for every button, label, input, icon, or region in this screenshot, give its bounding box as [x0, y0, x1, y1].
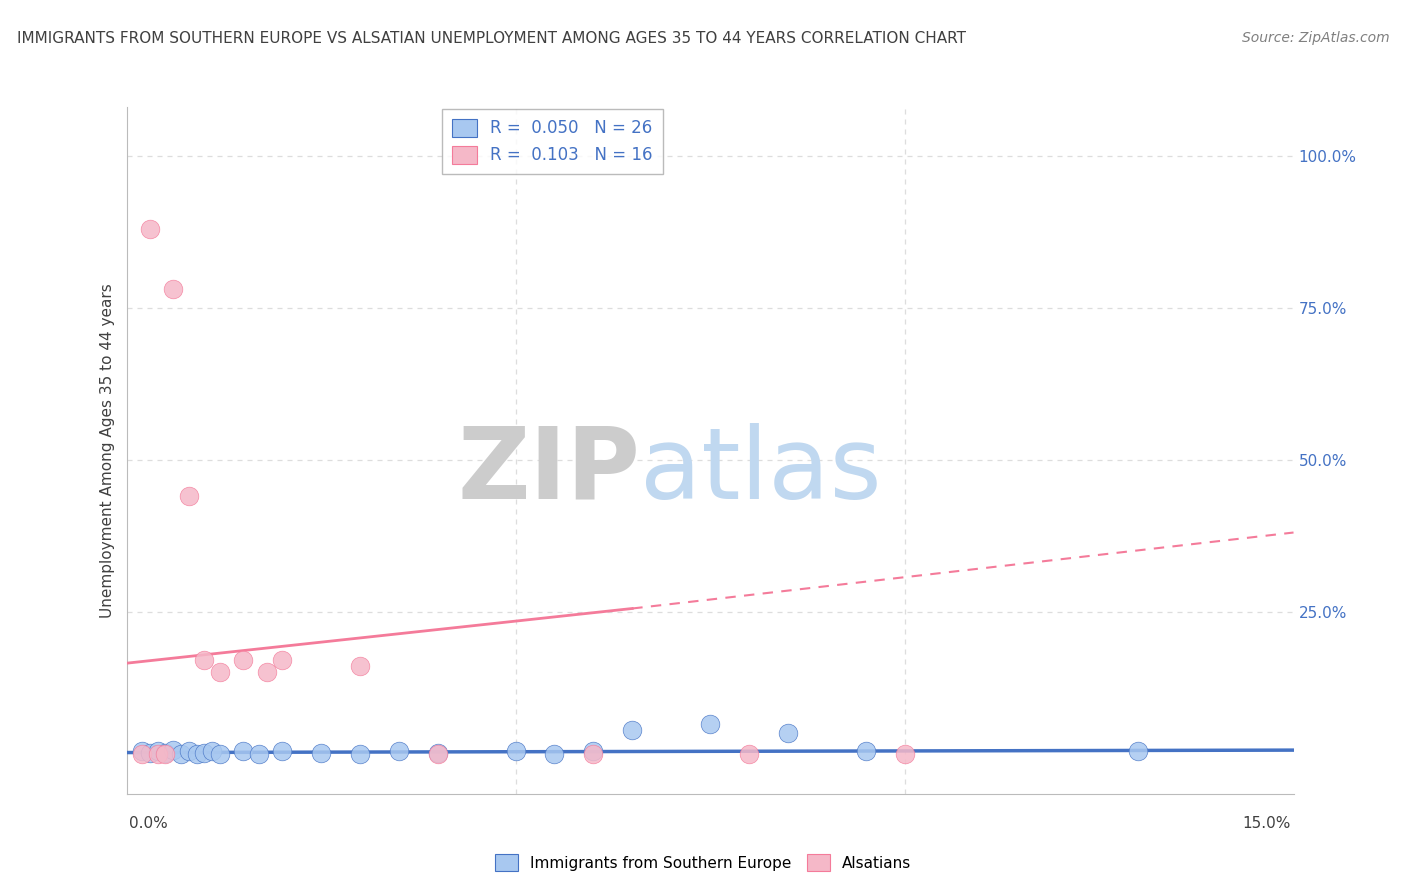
Point — [186, 747, 208, 762]
Point — [349, 659, 371, 673]
Point — [193, 653, 215, 667]
Point — [247, 747, 270, 762]
Text: atlas: atlas — [640, 423, 882, 519]
Point — [170, 747, 193, 762]
Point — [232, 653, 254, 667]
Text: 0.0%: 0.0% — [129, 816, 169, 830]
Point — [505, 744, 527, 758]
Point — [776, 726, 799, 740]
Point — [388, 744, 411, 758]
Point — [155, 746, 177, 760]
Text: 15.0%: 15.0% — [1243, 816, 1291, 830]
Point — [131, 744, 153, 758]
Point — [738, 747, 761, 762]
Text: ZIP: ZIP — [457, 423, 640, 519]
Point — [162, 282, 184, 296]
Point — [201, 744, 224, 758]
Point — [309, 746, 332, 760]
Point — [349, 747, 371, 762]
Text: Source: ZipAtlas.com: Source: ZipAtlas.com — [1241, 31, 1389, 45]
Legend: Immigrants from Southern Europe, Alsatians: Immigrants from Southern Europe, Alsatia… — [489, 848, 917, 877]
Point — [139, 221, 162, 235]
Point — [146, 747, 169, 762]
Point — [256, 665, 278, 680]
Point — [582, 747, 605, 762]
Point — [193, 746, 215, 760]
Point — [208, 665, 231, 680]
Point — [177, 489, 200, 503]
Point — [271, 653, 294, 667]
Legend: R =  0.050   N = 26, R =  0.103   N = 16: R = 0.050 N = 26, R = 0.103 N = 16 — [441, 109, 662, 174]
Point — [426, 746, 449, 760]
Point — [146, 744, 169, 758]
Point — [582, 744, 605, 758]
Point — [177, 744, 200, 758]
Point — [139, 746, 162, 760]
Point — [271, 744, 294, 758]
Point — [131, 747, 153, 762]
Text: IMMIGRANTS FROM SOUTHERN EUROPE VS ALSATIAN UNEMPLOYMENT AMONG AGES 35 TO 44 YEA: IMMIGRANTS FROM SOUTHERN EUROPE VS ALSAT… — [17, 31, 966, 46]
Point — [208, 747, 231, 762]
Point — [621, 723, 644, 737]
Point — [1126, 744, 1149, 758]
Point — [855, 744, 877, 758]
Point — [543, 747, 565, 762]
Point — [162, 743, 184, 757]
Point — [699, 717, 721, 731]
Y-axis label: Unemployment Among Ages 35 to 44 years: Unemployment Among Ages 35 to 44 years — [100, 283, 115, 618]
Point — [426, 747, 449, 762]
Point — [155, 747, 177, 762]
Point — [893, 747, 915, 762]
Point — [232, 744, 254, 758]
